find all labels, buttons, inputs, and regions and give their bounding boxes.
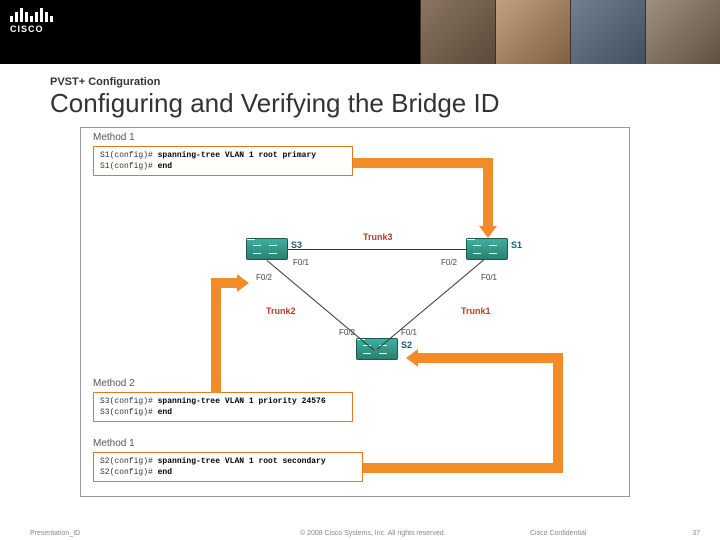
- banner-photos: [420, 0, 720, 64]
- cli-line: S1(config)# spanning-tree VLAN 1 root pr…: [100, 150, 346, 161]
- cli-command: end: [158, 162, 172, 171]
- switch-s1-label: S1: [511, 240, 522, 250]
- logo-bars-icon: [10, 8, 53, 22]
- cli-line: S2(config)# spanning-tree VLAN 1 root se…: [100, 456, 356, 467]
- cli-prompt: S1(config)#: [100, 151, 153, 160]
- diagram-container: Method 1 S1(config)# spanning-tree VLAN …: [80, 127, 630, 497]
- top-banner: CISCO: [0, 0, 720, 64]
- cli-box-s3: S3(config)# spanning-tree VLAN 1 priorit…: [93, 392, 353, 422]
- trunk-label: Trunk1: [461, 306, 491, 316]
- cli-command: end: [158, 408, 172, 417]
- slide-title: Configuring and Verifying the Bridge ID: [50, 88, 680, 119]
- cli-command: spanning-tree VLAN 1 root secondary: [158, 457, 326, 466]
- trunk-label: Trunk3: [363, 232, 393, 242]
- cli-prompt: S2(config)#: [100, 457, 153, 466]
- cli-box-s2: S2(config)# spanning-tree VLAN 1 root se…: [93, 452, 363, 482]
- method2-label: Method 2: [93, 378, 135, 389]
- cli-line: S1(config)# end: [100, 161, 346, 172]
- banner-photo: [420, 0, 495, 64]
- cli-box-s1: S1(config)# spanning-tree VLAN 1 root pr…: [93, 146, 353, 176]
- cli-command: spanning-tree VLAN 1 root primary: [158, 151, 316, 160]
- slide-pretitle: PVST+ Configuration: [50, 76, 680, 88]
- cli-prompt: S2(config)#: [100, 468, 153, 477]
- cisco-logo: CISCO: [10, 8, 53, 34]
- cli-command: spanning-tree VLAN 1 priority 24576: [158, 397, 326, 406]
- cli-line: S3(config)# spanning-tree VLAN 1 priorit…: [100, 396, 346, 407]
- footer-presentation-id: Presentation_ID: [30, 530, 80, 537]
- footer-page-number: 37: [692, 530, 700, 537]
- cli-line: S2(config)# end: [100, 467, 356, 478]
- switch-s1-icon: [466, 238, 508, 260]
- network-link: [288, 249, 466, 250]
- port-label: F0/2: [441, 258, 457, 267]
- cli-prompt: S1(config)#: [100, 162, 153, 171]
- port-label: F0/2: [339, 328, 355, 337]
- port-label: F0/1: [401, 328, 417, 337]
- method1-label: Method 1: [93, 132, 135, 143]
- method1b-label: Method 1: [93, 438, 135, 449]
- logo-text: CISCO: [10, 24, 53, 34]
- port-label: F0/1: [293, 258, 309, 267]
- trunk-label: Trunk2: [266, 306, 296, 316]
- footer-confidential: Cisco Confidential: [530, 530, 586, 537]
- banner-photo: [570, 0, 645, 64]
- cli-prompt: S3(config)#: [100, 408, 153, 417]
- network-link: [377, 259, 485, 350]
- cli-line: S3(config)# end: [100, 407, 346, 418]
- switch-s3-icon: [246, 238, 288, 260]
- port-label: F0/1: [481, 273, 497, 282]
- footer-copyright: © 2008 Cisco Systems, Inc. All rights re…: [300, 530, 446, 537]
- slide-content: PVST+ Configuration Configuring and Veri…: [0, 64, 720, 497]
- banner-photo: [495, 0, 570, 64]
- cli-command: end: [158, 468, 172, 477]
- banner-photo: [645, 0, 720, 64]
- port-label: F0/2: [256, 273, 272, 282]
- cli-prompt: S3(config)#: [100, 397, 153, 406]
